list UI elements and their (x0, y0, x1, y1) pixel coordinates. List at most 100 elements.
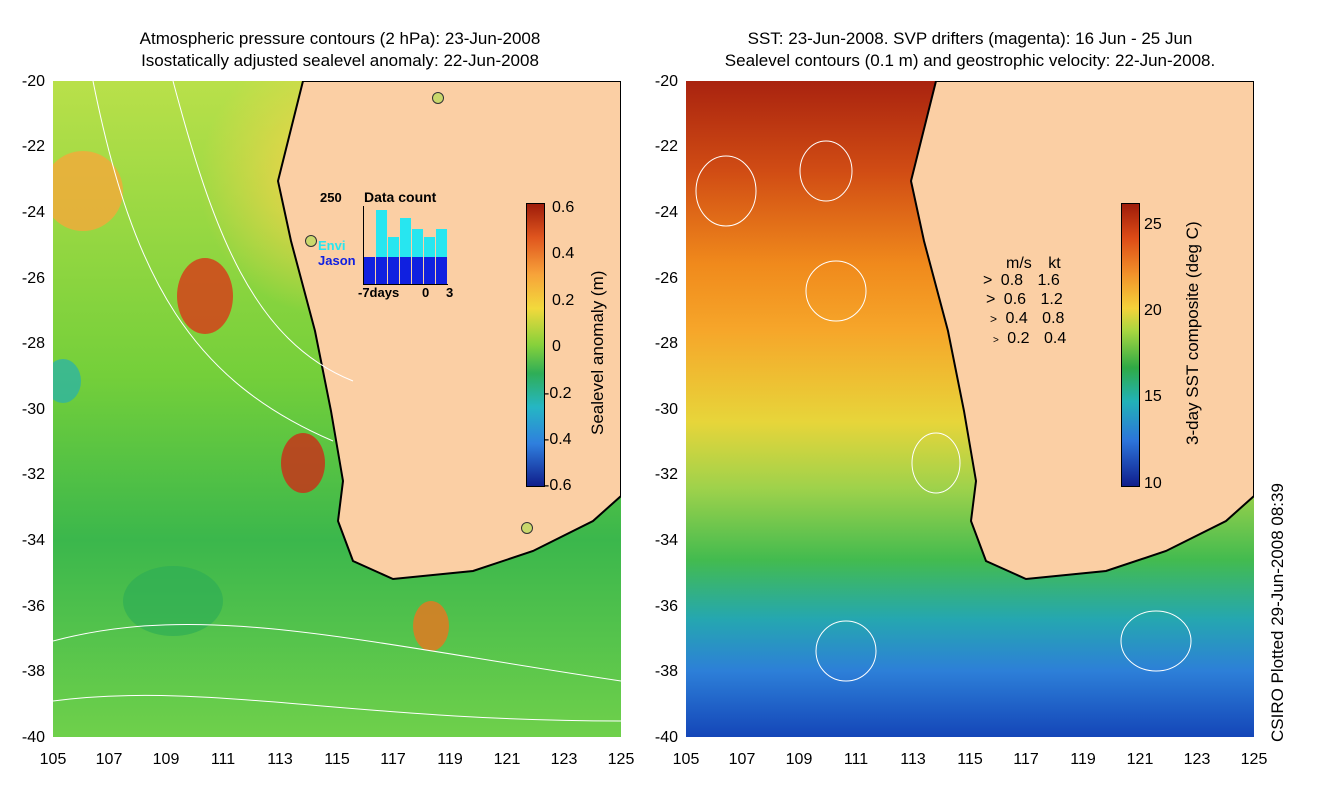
x-tick: 117 (380, 751, 406, 768)
x-tick: 123 (550, 751, 578, 768)
inset-xlabel-right: 3 (446, 285, 454, 300)
colorbar-tick: 0.6 (552, 199, 575, 216)
credit-text: CSIRO Plotted 29-Jun-2008 08:39 (1268, 483, 1287, 742)
inset-ymax: 250 (320, 190, 342, 205)
colorbar-tick: -0.4 (544, 431, 572, 448)
x-tick: 113 (900, 751, 926, 768)
inset-bar-envi (376, 210, 387, 284)
sealevel-contour (1120, 610, 1192, 672)
x-tick: 123 (1183, 751, 1211, 768)
x-tick: 119 (437, 751, 463, 768)
colorbar-tick: 10 (1144, 475, 1162, 492)
legend-header: m/s kt (1006, 255, 1061, 273)
anomaly-blob (123, 566, 223, 636)
legend-row: > 0.4 0.8 (990, 310, 1064, 328)
pressure-contour (53, 694, 621, 722)
sst-map (686, 81, 1254, 737)
x-tick: 117 (1013, 751, 1039, 768)
inset-xlabel-left: -7days (358, 285, 400, 300)
legend-kt: 0.4 (1044, 330, 1067, 347)
sealevel-contour (911, 432, 961, 494)
australia-land (276, 81, 621, 581)
anomaly-blob (413, 601, 449, 651)
anomaly-blob (281, 433, 325, 493)
x-tick: 115 (957, 751, 983, 768)
colorbar-tick: 0.4 (552, 245, 575, 262)
sealevel-contour (805, 260, 867, 322)
pressure-contour (172, 81, 354, 382)
velocity-arrow-icon: > (983, 272, 993, 289)
left-title-line1: Atmospheric pressure contours (2 hPa): 2… (139, 29, 541, 48)
inset-bar-jason (364, 257, 375, 284)
inset-envi-label: Envi (318, 238, 346, 253)
y-tick: -22 (654, 138, 678, 155)
legend-ms: 0.8 (1000, 272, 1024, 289)
colorbar-tick: -0.2 (544, 385, 572, 402)
y-tick: -22 (21, 138, 45, 155)
legend-ms: 0.2 (1007, 330, 1030, 347)
colorbar-tick: 20 (1144, 302, 1162, 319)
australia-land (909, 81, 1254, 581)
x-tick: 107 (95, 751, 123, 768)
inset-bar-jason (376, 257, 387, 284)
y-tick: -36 (654, 598, 678, 615)
data-count-inset: 250 Data count Envi Jason -7days 0 3 (318, 186, 458, 300)
y-tick: -20 (654, 73, 678, 90)
x-tick: 107 (728, 751, 756, 768)
y-tick: -24 (654, 204, 678, 221)
legend-header-kt: kt (1048, 255, 1061, 272)
right-title-line2: Sealevel contours (0.1 m) and geostrophi… (724, 51, 1216, 70)
y-tick: -24 (21, 204, 45, 221)
inset-title: Data count (364, 189, 437, 205)
y-tick: -34 (654, 532, 678, 549)
x-tick: 125 (607, 751, 635, 768)
inset-bar-area (363, 206, 448, 285)
anomaly-blob (53, 151, 123, 231)
x-tick: 105 (39, 751, 67, 768)
y-tick: -38 (21, 663, 45, 680)
inset-bar-envi (412, 229, 423, 284)
y-tick: -28 (654, 335, 678, 352)
y-tick: -40 (21, 729, 45, 746)
y-tick: -30 (654, 401, 678, 418)
legend-row: > 0.6 1.2 (986, 291, 1063, 309)
legend-kt: 1.2 (1040, 291, 1063, 308)
y-tick: -34 (21, 532, 45, 549)
pressure-contour (53, 623, 621, 682)
sealevel-colorbar (526, 203, 545, 487)
colorbar-tick: -0.6 (544, 477, 572, 494)
legend-header-ms: m/s (1006, 255, 1032, 272)
tide-gauge-marker (521, 522, 533, 534)
x-tick: 125 (1240, 751, 1268, 768)
sst-colorbar (1121, 203, 1140, 487)
y-tick: -26 (21, 270, 45, 287)
y-tick: -30 (21, 401, 45, 418)
inset-bar-envi (400, 218, 411, 284)
y-tick: -32 (654, 466, 678, 483)
y-tick: -38 (654, 663, 678, 680)
x-tick: 121 (1126, 751, 1154, 768)
legend-row: > 0.8 1.6 (983, 272, 1060, 290)
velocity-arrow-icon: > (993, 335, 999, 346)
x-tick: 119 (1070, 751, 1096, 768)
pressure-contour (92, 81, 334, 442)
inset-bar-jason (412, 257, 423, 284)
sealevel-contour (695, 155, 757, 227)
y-tick: -36 (21, 598, 45, 615)
sealevel-contour (799, 140, 853, 202)
tide-gauge-marker (432, 92, 444, 104)
right-title-line1: SST: 23-Jun-2008. SVP drifters (magenta)… (747, 29, 1193, 48)
legend-kt: 1.6 (1037, 272, 1060, 289)
legend-ms: 0.6 (1003, 291, 1027, 308)
inset-bar-jason (388, 257, 399, 284)
x-tick: 109 (152, 751, 180, 768)
inset-bar-jason (424, 257, 435, 284)
anomaly-blob (53, 359, 81, 403)
inset-bar-jason (400, 257, 411, 284)
x-tick: 111 (843, 751, 869, 768)
y-tick: -32 (21, 466, 45, 483)
inset-xlabel-mid: 0 (422, 285, 430, 300)
legend-kt: 0.8 (1042, 310, 1065, 327)
x-tick: 121 (493, 751, 521, 768)
colorbar-tick: 25 (1144, 216, 1162, 233)
